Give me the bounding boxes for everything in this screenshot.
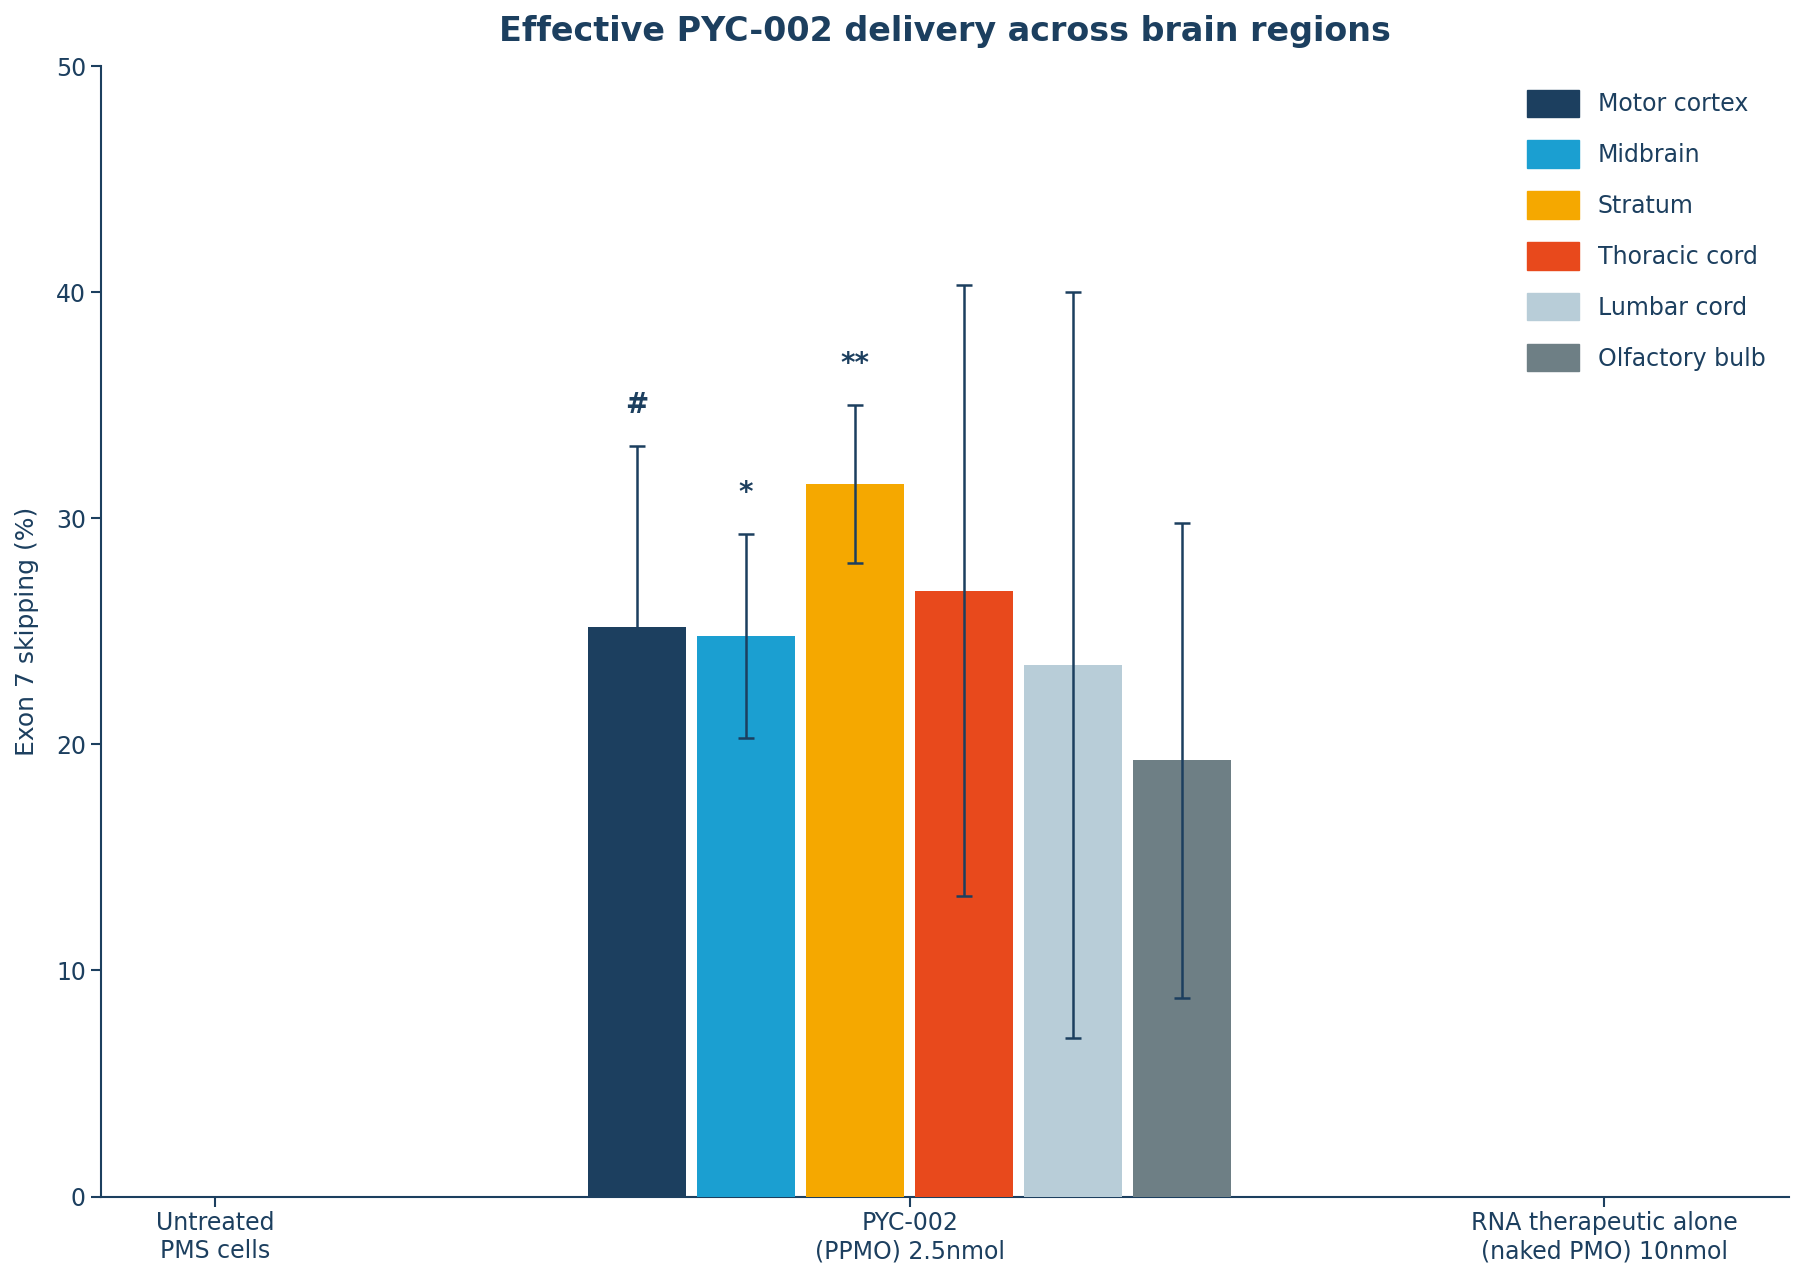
Bar — [806, 484, 904, 1196]
Bar — [696, 636, 796, 1196]
Text: **: ** — [841, 350, 870, 378]
Text: #: # — [626, 391, 649, 419]
Text: *: * — [740, 479, 754, 507]
Bar — [915, 590, 1014, 1196]
Bar — [588, 626, 686, 1196]
Bar — [1025, 666, 1122, 1196]
Y-axis label: Exon 7 skipping (%): Exon 7 skipping (%) — [14, 506, 40, 755]
Title: Effective PYC-002 delivery across brain regions: Effective PYC-002 delivery across brain … — [500, 15, 1391, 49]
Legend: Motor cortex, Midbrain, Stratum, Thoracic cord, Lumbar cord, Olfactory bulb: Motor cortex, Midbrain, Stratum, Thoraci… — [1515, 78, 1777, 383]
Bar — [1133, 760, 1232, 1196]
